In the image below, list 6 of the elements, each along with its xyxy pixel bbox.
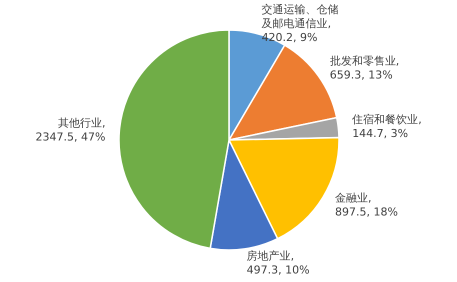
slice-label: 房地产业, 497.3, 10% [246,250,310,277]
slice-label: 住宿和餐饮业, 144.7, 3% [352,112,422,140]
slice-label: 批发和零售业, 659.3, 13% [330,54,400,82]
slice-label: 其他行业, 2347.5, 47% [36,116,106,144]
slice-label: 交通运输、仓储及邮电通信业, 420.2, 9% [262,3,339,44]
slice-label: 金融业, 897.5, 18% [334,191,398,218]
